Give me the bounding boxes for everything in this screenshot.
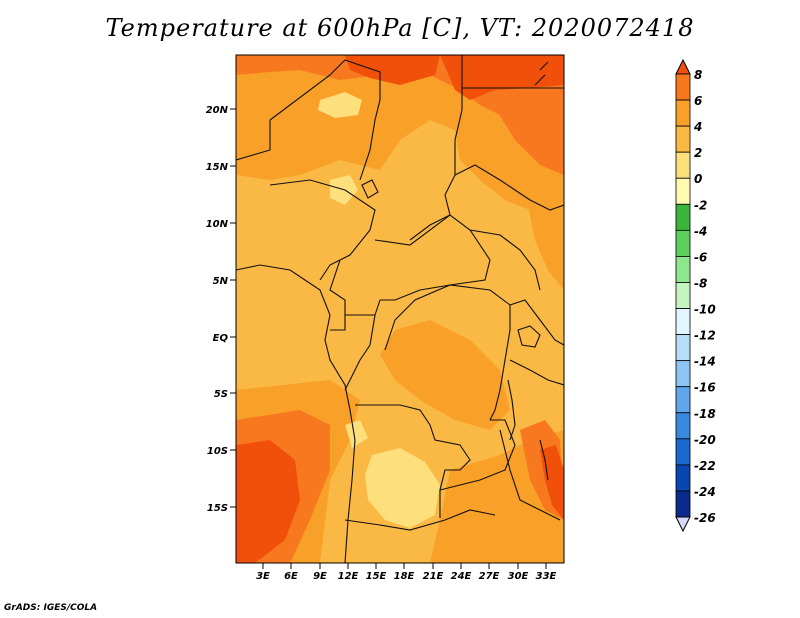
colorbar-label: -18 [694, 407, 716, 421]
lake-tanganyika [507, 379, 516, 441]
lat-label: 5N [213, 276, 229, 287]
colorbar-segment [675, 386, 691, 414]
colorbar-label: -10 [694, 303, 716, 317]
border-car [374, 214, 491, 301]
colorbar-label: -12 [694, 329, 716, 343]
colorbar-label: 4 [693, 120, 702, 134]
border-gabon-congo [330, 314, 376, 391]
field-2-4-congo [380, 320, 510, 430]
lat-label: 10S [207, 446, 228, 457]
colorbar-segment [675, 360, 691, 388]
colorbar-bottom-arrow [675, 516, 691, 533]
lat-label: 20N [206, 105, 229, 116]
border-libya-egypt [461, 55, 564, 110]
coastline-west [236, 264, 356, 563]
colorbar-label: -26 [694, 511, 716, 525]
border-cameroon [329, 259, 381, 316]
lon-label: 18E [394, 571, 415, 582]
lon-label: 15E [366, 571, 387, 582]
colorbar-label: -22 [694, 459, 716, 473]
lon-label: 9E [313, 571, 327, 582]
colorbar-segment [675, 256, 691, 283]
lake-victoria [517, 325, 541, 348]
colorbar-label: -2 [694, 198, 707, 212]
field-2-4-east [528, 160, 564, 290]
country-borders [236, 55, 564, 563]
colorbar-label: 8 [694, 68, 702, 82]
map-title: Temperature at 600hPa [C], VT: 202007241… [105, 14, 695, 42]
red-sea-coast [534, 61, 549, 86]
lat-label: EQ [213, 333, 229, 344]
lat-label: 10N [206, 219, 229, 230]
lake-chad [361, 179, 379, 199]
field-4-6-east [490, 90, 564, 175]
latitude-axis: 20N 15N 10N 5N EQ 5S 10S 15S [206, 105, 236, 514]
colorbar-label: 6 [694, 94, 702, 108]
lon-label: 27E [479, 571, 500, 582]
field-m2-0-angola [345, 420, 368, 448]
colorbar-label: -20 [694, 433, 716, 447]
colorbar-label: 2 [694, 146, 702, 160]
field-m2-0-sahara [318, 92, 362, 118]
colorbar-label: -4 [694, 224, 707, 238]
colorbar-segment [675, 203, 691, 231]
colorbar-segment [675, 334, 691, 362]
lat-label: 15N [206, 162, 229, 173]
map-frame [235, 54, 565, 564]
colorbar-label: -24 [694, 485, 716, 499]
colorbar-segment [675, 438, 691, 466]
lat-label: 5S [214, 389, 228, 400]
colorbar-label: -16 [694, 381, 716, 395]
border-nigeria [269, 179, 376, 281]
lake-malawi [539, 439, 549, 481]
colorbar-label: -14 [694, 355, 716, 369]
border-ethiopia-sudan [454, 164, 564, 211]
border-east-africa [509, 299, 564, 386]
colorbar-segment [675, 177, 691, 205]
border-zambia [439, 419, 516, 491]
lon-label: 21E [423, 571, 444, 582]
colorbar-label: 0 [694, 172, 702, 186]
colorbar-top-arrow [675, 58, 691, 75]
lon-label: 6E [284, 571, 298, 582]
lat-label: 15S [207, 503, 228, 514]
lon-label: 30E [508, 571, 529, 582]
border-mozambique [499, 429, 561, 521]
colorbar-segment [675, 464, 691, 492]
field-6-8-northeast [440, 55, 564, 100]
colorbar-segment [675, 99, 691, 127]
colorbar-label: -6 [694, 250, 707, 264]
border-niger-chad [236, 59, 381, 181]
colorbar-label: -8 [694, 276, 707, 290]
colorbar-segment [675, 229, 691, 257]
border-chad-sudan [409, 109, 463, 241]
temperature-field [236, 55, 564, 563]
colorbar-segment [675, 282, 691, 309]
longitude-axis: 3E 6E 9E 12E 15E 18E 21E 24E 27E 30E 33E [256, 563, 557, 582]
field-6-8-north [345, 55, 440, 85]
border-angola-namibia [344, 509, 496, 531]
lon-label: 3E [256, 571, 270, 582]
field-m2-0-kalahari [365, 448, 440, 528]
colorbar: 8 6 4 2 0 -2 -4 -6 -8 -10 -12 -14 -16 -18 -20 -22 -24 -26 [675, 58, 716, 533]
border-drc-angola [355, 404, 471, 518]
colorbar-segment [675, 151, 691, 179]
border-south-sudan [469, 229, 541, 291]
lon-label: 12E [338, 571, 359, 582]
field-6-8-southwest [236, 440, 300, 563]
footer-credit: GrADS: IGES/COLA [4, 603, 98, 613]
colorbar-segment [675, 308, 691, 336]
colorbar-segment [675, 73, 691, 101]
lon-label: 33E [536, 571, 557, 582]
colorbar-segment [675, 412, 691, 440]
lon-label: 24E [451, 571, 472, 582]
colorbar-segment [675, 125, 691, 153]
colorbar-segment [675, 490, 691, 518]
